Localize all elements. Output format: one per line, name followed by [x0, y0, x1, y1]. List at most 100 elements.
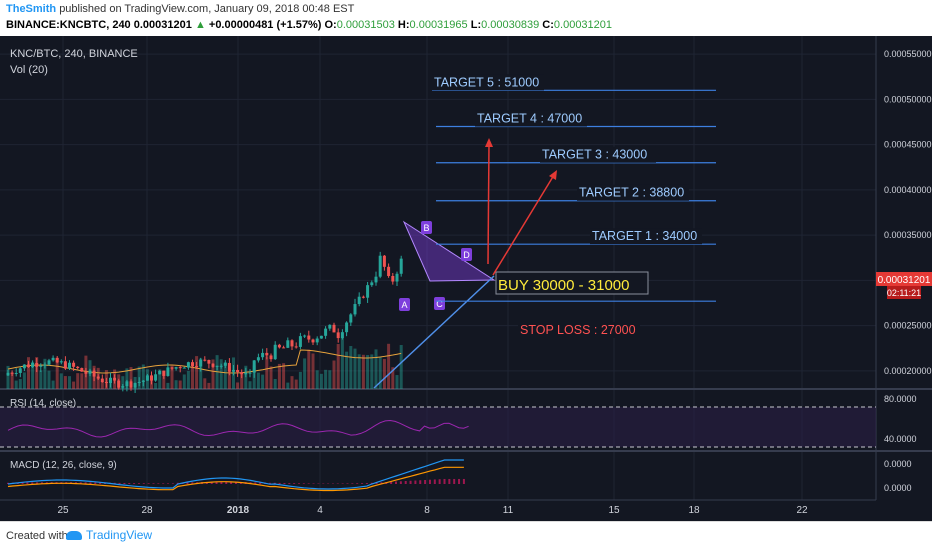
candle-body — [125, 381, 128, 386]
close-value: 0.00031201 — [554, 19, 612, 31]
volume-bar — [48, 371, 51, 389]
volume-bar — [299, 372, 302, 389]
candle-body — [93, 371, 96, 377]
volume-bar — [80, 373, 83, 389]
volume-bar — [265, 356, 268, 389]
level-label-text[interactable]: TARGET 4 : 47000 — [477, 112, 582, 126]
level-label-text[interactable]: TARGET 5 : 51000 — [434, 75, 539, 89]
candle-body — [35, 363, 38, 367]
macd-hist-bar — [308, 483, 310, 484]
candle-body — [307, 336, 310, 340]
candle-body — [154, 374, 157, 380]
macd-hist-bar — [463, 479, 465, 484]
rsi-band-fill — [0, 407, 876, 447]
candle-body — [80, 368, 83, 372]
symbol-label: BINANCE:KNCBTC, 240 — [6, 19, 131, 31]
candle-body — [23, 365, 26, 369]
volume-bar — [249, 381, 252, 389]
time-tick-label: 4 — [317, 505, 323, 516]
level-label-text[interactable]: TARGET 2 : 38800 — [579, 186, 684, 200]
candle-body — [134, 383, 137, 388]
macd-tick-upper: 0.0000 — [884, 459, 912, 469]
candle-body — [379, 256, 382, 277]
volume-bar — [375, 349, 378, 389]
volume-bar — [23, 372, 26, 389]
candle-body — [391, 276, 394, 282]
candle-body — [358, 297, 361, 304]
macd-hist-bar — [167, 483, 169, 484]
time-tick-label: 28 — [141, 505, 153, 516]
candle-body — [183, 368, 186, 369]
high-value: 0.00031965 — [410, 19, 468, 31]
volume-bar — [345, 352, 348, 389]
candle-body — [97, 377, 100, 379]
volume-label: Vol (20) — [10, 64, 48, 76]
volume-bar — [328, 370, 331, 389]
macd-hist-bar — [94, 482, 96, 484]
candle-body — [43, 365, 46, 366]
candle-body — [31, 363, 34, 367]
level-label-text[interactable]: BUY 30000 - 31000 — [498, 277, 630, 294]
candle-body — [341, 332, 344, 338]
volume-bar — [183, 374, 186, 389]
volume-bar — [15, 381, 18, 389]
candle-body — [158, 371, 161, 374]
chart-title: KNC/BTC, 240, BINANCE — [10, 48, 138, 60]
candle-body — [212, 364, 215, 367]
macd-hist-bar — [458, 479, 460, 484]
candle-body — [179, 367, 182, 368]
level-label-text[interactable]: STOP LOSS : 27000 — [520, 323, 636, 337]
macd-hist-bar — [429, 480, 431, 484]
candle-body — [121, 386, 124, 387]
volume-bar — [195, 356, 198, 389]
author-name[interactable]: TheSmith — [6, 3, 56, 15]
candle-body — [375, 277, 378, 283]
volume-bar — [7, 366, 10, 389]
publish-header: TheSmith published on TradingView.com, J… — [0, 0, 932, 36]
candle-body — [366, 285, 369, 298]
candle-body — [261, 353, 264, 357]
macd-hist-bar — [157, 483, 159, 484]
volume-bar — [337, 344, 340, 389]
time-tick-label: 15 — [608, 505, 620, 516]
price-tick-label: 0.00045000 — [884, 140, 932, 150]
candle-body — [195, 366, 198, 367]
candle-body — [324, 329, 327, 336]
volume-bar — [341, 337, 344, 389]
candle-body — [60, 361, 63, 362]
macd-hist-bar — [395, 482, 397, 484]
candle-body — [224, 363, 227, 366]
volume-bar — [220, 359, 223, 389]
price-tick-label: 0.00035000 — [884, 230, 932, 240]
candle-body — [84, 372, 87, 374]
tradingview-logo[interactable]: TradingView — [66, 528, 152, 542]
price-tick-label: 0.00020000 — [884, 366, 932, 376]
volume-bar — [295, 380, 298, 389]
level-label-text[interactable]: TARGET 3 : 43000 — [542, 148, 647, 162]
volume-bar — [286, 383, 289, 389]
macd-hist-bar — [279, 483, 281, 484]
candle-body — [312, 340, 315, 343]
chart-area[interactable]: KNC/BTC, 240, BINANCE Vol (20) A B C D T… — [0, 36, 932, 521]
candle-body — [142, 381, 145, 382]
candle-body — [101, 379, 104, 382]
macd-hist-bar — [419, 480, 421, 484]
macd-hist-bar — [172, 483, 174, 484]
candle-body — [89, 371, 92, 374]
volume-bar — [72, 382, 75, 389]
volume-bar — [166, 383, 169, 389]
open-label: O: — [325, 19, 337, 31]
volume-bar — [270, 366, 273, 389]
candle-body — [203, 360, 206, 361]
publish-line: TheSmith published on TradingView.com, J… — [6, 3, 354, 15]
macd-tick-lower: 0.0000 — [884, 483, 912, 493]
candle-body — [291, 340, 294, 346]
macd-hist-bar — [439, 479, 441, 484]
level-label-text[interactable]: TARGET 1 : 34000 — [592, 229, 697, 243]
volume-bar — [76, 373, 79, 389]
macd-hist-bar — [283, 483, 285, 484]
price-tick-label: 0.00025000 — [884, 321, 932, 331]
candle-body — [207, 360, 210, 364]
rsi-tick-40: 40.0000 — [884, 434, 917, 444]
candle-body — [19, 368, 22, 373]
